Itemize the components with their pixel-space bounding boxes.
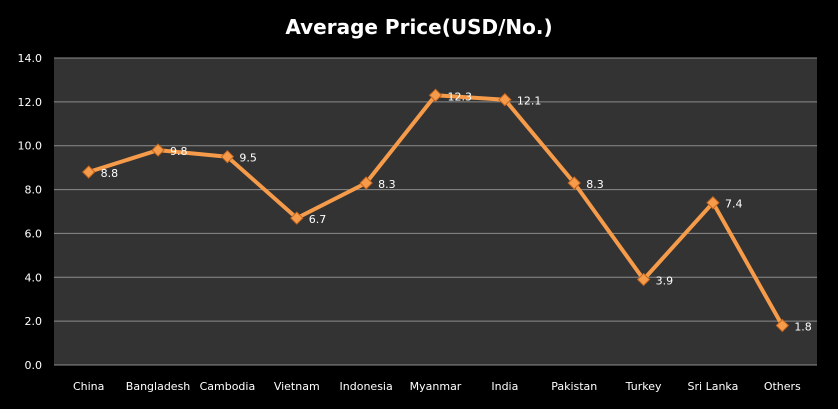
y-tick-label: 8.0 — [25, 184, 43, 197]
data-point-marker — [498, 92, 512, 107]
y-tick-label: 6.0 — [25, 227, 43, 240]
data-label: 8.3 — [586, 178, 604, 191]
x-tick-label: Turkey — [625, 380, 662, 393]
x-tick-label: Indonesia — [340, 380, 393, 393]
data-point-marker — [290, 211, 304, 225]
data-point-marker — [359, 176, 373, 190]
x-tick-label: Others — [764, 380, 801, 393]
x-tick-label: Cambodia — [200, 380, 256, 393]
x-tick-label: Myanmar — [410, 380, 462, 393]
chart-title: Average Price(USD/No.) — [285, 15, 552, 39]
x-axis-ticks: China Bangladesh Cambodia Vietnam Indonesia M… — [73, 380, 801, 393]
y-tick-label: 0.0 — [25, 359, 43, 372]
data-point-marker — [428, 88, 443, 102]
data-label: 8.8 — [101, 167, 119, 180]
data-label: 3.9 — [656, 274, 674, 287]
data-label: 6.7 — [309, 213, 327, 226]
data-point-marker — [151, 143, 165, 157]
data-label: 8.3 — [378, 178, 396, 191]
x-tick-label: Pakistan — [551, 380, 597, 393]
x-tick-label: India — [491, 380, 518, 393]
x-tick-label: China — [73, 380, 104, 393]
y-tick-label: 2.0 — [25, 315, 43, 328]
y-tick-label: 10.0 — [18, 140, 43, 153]
data-point-marker — [220, 149, 235, 164]
y-tick-label: 4.0 — [25, 271, 43, 284]
x-tick-label: Bangladesh — [126, 380, 191, 393]
data-point-marker — [567, 176, 581, 190]
data-label: 1.8 — [794, 321, 812, 334]
data-point-marker — [706, 196, 720, 210]
gridlines — [54, 57, 817, 366]
y-axis-ticks: 0.0 2.0 4.0 6.0 8.0 10.0 12.0 14.0 — [18, 52, 43, 372]
data-point-marker — [81, 165, 96, 179]
markers — [81, 88, 790, 333]
x-tick-label: Vietnam — [274, 380, 320, 393]
data-label: 7.4 — [725, 198, 743, 211]
y-tick-label: 14.0 — [18, 52, 43, 65]
data-point-marker — [775, 318, 790, 333]
data-label: 12.3 — [448, 90, 473, 103]
y-tick-label: 12.0 — [18, 96, 43, 109]
data-label: 12.1 — [517, 95, 542, 108]
data-label: 9.5 — [239, 152, 257, 165]
data-label: 9.8 — [170, 145, 188, 158]
data-point-marker — [636, 272, 651, 287]
plot-area — [54, 58, 817, 365]
data-labels: 8.8 9.8 9.5 6.7 8.3 12.3 12.1 8.3 3.9 7.4 1.8 — [101, 90, 812, 333]
x-tick-label: Sri Lanka — [688, 380, 739, 393]
